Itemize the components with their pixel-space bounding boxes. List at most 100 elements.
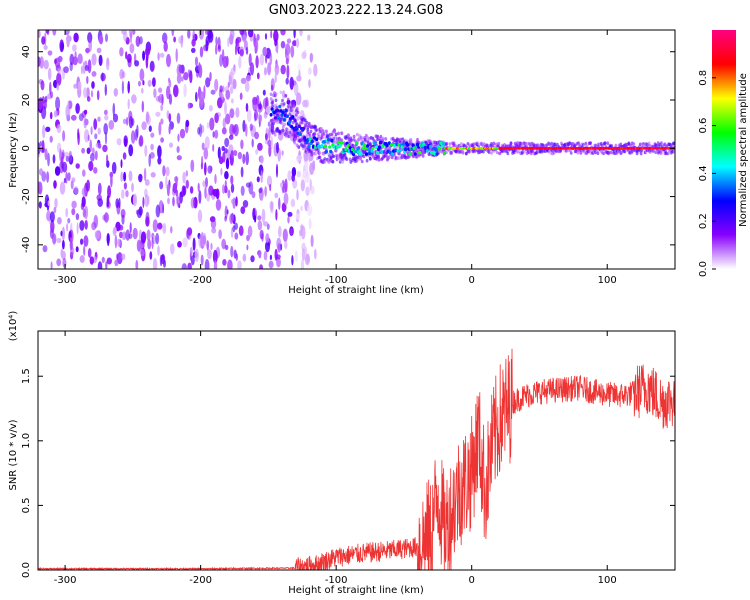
heatmap-noise-cell <box>129 43 135 54</box>
heatmap-noise-cell <box>81 110 87 118</box>
heatmap-noise-cell <box>82 208 87 218</box>
heatmap-noise-cell <box>237 151 243 160</box>
heatmap-noise-cell <box>187 102 190 110</box>
heatmap-signal-cell <box>435 152 439 156</box>
x-tick-label: -300 <box>54 275 77 286</box>
y-tick-label: 1.5 <box>21 368 32 384</box>
heatmap-noise-cell <box>55 96 61 111</box>
heatmap-noise-cell <box>180 76 184 82</box>
heatmap-signal-cell <box>284 108 288 113</box>
heatmap-noise-cell <box>287 170 292 182</box>
heatmap-noise-cell <box>276 141 279 154</box>
heatmap-noise-cell <box>215 36 218 46</box>
heatmap-noise-cell <box>257 220 263 231</box>
heatmap-noise-cell <box>75 246 79 253</box>
heatmap-noise-cell <box>263 250 268 261</box>
heatmap-halo-cell <box>550 141 554 146</box>
heatmap-noise-cell <box>230 150 234 159</box>
heatmap-halo-cell <box>286 130 289 135</box>
heatmap-halo-cell <box>429 139 432 144</box>
heatmap-halo-cell <box>292 104 296 109</box>
heatmap-noise-cell <box>69 62 73 72</box>
heatmap-noise-cell <box>204 186 207 199</box>
heatmap-noise-cell <box>287 211 293 217</box>
heatmap-halo-cell <box>647 141 651 145</box>
heatmap-halo-cell <box>390 155 394 160</box>
heatmap-halo-cell <box>472 142 475 146</box>
y-tick-label: 0.0 <box>21 562 32 578</box>
heatmap-halo-cell <box>318 155 322 160</box>
heatmap-noise-cell <box>280 182 283 188</box>
heatmap-noise-cell <box>194 56 199 67</box>
heatmap-noise-cell <box>155 232 160 245</box>
heatmap-noise-cell <box>83 235 89 247</box>
heatmap-noise-cell <box>242 153 246 164</box>
heatmap-noise-cell <box>214 112 219 124</box>
heatmap-noise-cell <box>130 130 136 144</box>
heatmap-noise-cell <box>229 123 235 137</box>
colorbar-tick-label: 0.6 <box>698 118 709 134</box>
heatmap-noise-cell <box>206 122 210 129</box>
heatmap-noise-cell <box>106 154 109 164</box>
heatmap-noise-cell <box>72 44 77 52</box>
heatmap-noise-cell <box>117 252 123 265</box>
heatmap-noise-cell <box>94 133 98 140</box>
heatmap-halo-cell <box>330 132 334 137</box>
heatmap-noise-cell <box>282 90 286 99</box>
heatmap-halo-cell <box>639 151 643 156</box>
heatmap-noise-cell <box>209 71 212 82</box>
heatmap-noise-cell <box>299 229 303 237</box>
heatmap-halo-cell <box>303 118 307 122</box>
heatmap-noise-cell <box>227 37 230 48</box>
heatmap-noise-cell <box>123 31 128 42</box>
heatmap-noise-cell <box>214 129 219 139</box>
heatmap-halo-cell <box>294 119 297 124</box>
heatmap-noise-cell <box>120 171 124 182</box>
heatmap-noise-cell <box>267 139 272 147</box>
heatmap-halo-cell <box>334 140 337 144</box>
heatmap-noise-cell <box>157 157 162 165</box>
heatmap-noise-cell <box>87 59 92 74</box>
heatmap-noise-cell <box>149 60 155 72</box>
heatmap-noise-cell <box>269 183 272 192</box>
heatmap-noise-cell <box>176 146 180 153</box>
heatmap-halo-cell <box>360 159 364 164</box>
heatmap-noise-cell <box>38 30 41 38</box>
heatmap-halo-cell <box>520 144 523 148</box>
heatmap-signal-cell <box>315 137 319 142</box>
heatmap-noise-cell <box>304 99 310 108</box>
heatmap-noise-cell <box>291 167 297 177</box>
heatmap-halo-cell <box>306 127 310 132</box>
heatmap-noise-cell <box>82 169 86 177</box>
heatmap-noise-cell <box>292 40 298 47</box>
heatmap-noise-cell <box>297 63 301 72</box>
heatmap-noise-cell <box>144 194 149 208</box>
heatmap-noise-cell <box>101 72 104 82</box>
heatmap-noise-cell <box>233 150 238 156</box>
heatmap-noise-cell <box>220 167 223 176</box>
heatmap-halo-cell <box>293 133 297 138</box>
heatmap-noise-cell <box>209 117 215 131</box>
heatmap-noise-cell <box>66 34 70 48</box>
heatmap-signal-cell <box>379 140 383 145</box>
heatmap-halo-cell <box>377 154 380 159</box>
heatmap-noise-cell <box>91 147 95 156</box>
heatmap-noise-cell <box>50 219 55 234</box>
heatmap-noise-cell <box>117 238 121 247</box>
heatmap-noise-cell <box>160 104 164 112</box>
heatmap-halo-cell <box>347 134 350 138</box>
heatmap-noise-cell <box>87 248 92 258</box>
heatmap-halo-cell <box>352 134 356 139</box>
heatmap-noise-cell <box>252 98 258 112</box>
heatmap-noise-cell <box>125 190 129 198</box>
heatmap-noise-cell <box>199 46 204 58</box>
heatmap-halo-cell <box>531 148 535 153</box>
heatmap-noise-cell <box>63 66 69 74</box>
heatmap-noise-cell <box>71 114 77 121</box>
heatmap-noise-cell <box>240 77 247 84</box>
heatmap-halo-cell <box>283 122 287 127</box>
heatmap-noise-cell <box>123 182 127 190</box>
heatmap-noise-cell <box>220 93 224 100</box>
heatmap-noise-cell <box>294 82 299 97</box>
heatmap-noise-cell <box>150 132 155 138</box>
